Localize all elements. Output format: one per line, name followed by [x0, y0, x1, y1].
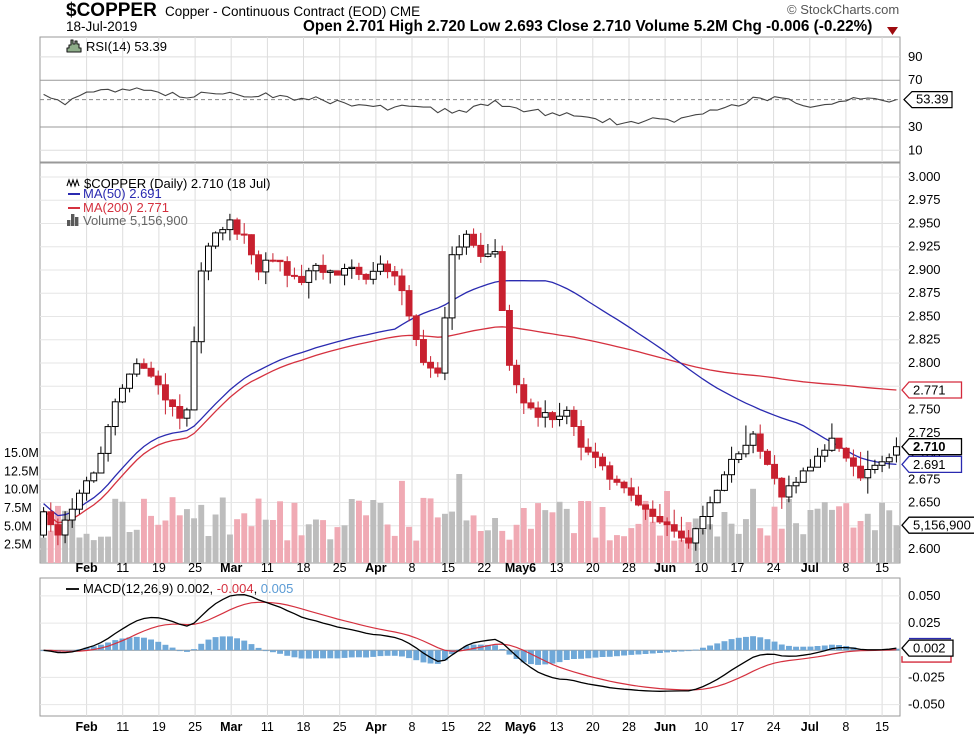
svg-text:11: 11	[116, 720, 129, 734]
svg-text:Jul: Jul	[801, 720, 819, 734]
svg-text:30: 30	[908, 119, 922, 134]
svg-text:28: 28	[622, 561, 636, 575]
svg-text:2.771: 2.771	[913, 383, 946, 398]
svg-text:53.39: 53.39	[916, 92, 949, 107]
svg-text:10: 10	[908, 142, 922, 157]
svg-text:18: 18	[297, 720, 311, 734]
svg-text:25: 25	[333, 720, 347, 734]
svg-text:2.850: 2.850	[908, 309, 941, 324]
svg-text:17: 17	[730, 561, 744, 575]
svg-text:17: 17	[730, 720, 744, 734]
svg-text:MA(50) 2.691: MA(50) 2.691	[83, 186, 162, 201]
svg-text:Apr: Apr	[365, 720, 387, 734]
svg-text:2.675: 2.675	[908, 471, 941, 486]
svg-text:0.002: 0.002	[913, 641, 946, 656]
svg-text:7.5M: 7.5M	[4, 501, 32, 515]
svg-text:Volume 5,156,900: Volume 5,156,900	[83, 213, 188, 228]
svg-text:24: 24	[767, 561, 781, 575]
svg-text:19: 19	[152, 720, 166, 734]
svg-text:0.050: 0.050	[908, 588, 941, 603]
svg-text:24: 24	[767, 720, 781, 734]
svg-text:2.750: 2.750	[908, 402, 941, 417]
svg-text:13: 13	[550, 720, 564, 734]
svg-text:Jul: Jul	[801, 561, 819, 575]
svg-text:Mar: Mar	[220, 561, 242, 575]
svg-text:0.025: 0.025	[908, 615, 941, 630]
svg-text:Copper - Continuous Contract (: Copper - Continuous Contract (EOD) CME	[165, 4, 420, 19]
svg-text:18-Jul-2019: 18-Jul-2019	[66, 19, 137, 34]
svg-text:2.650: 2.650	[908, 495, 941, 510]
svg-text:22: 22	[477, 561, 491, 575]
svg-text:11: 11	[116, 561, 129, 575]
svg-text:2.975: 2.975	[908, 192, 941, 207]
svg-text:18: 18	[297, 561, 311, 575]
svg-text:8: 8	[842, 720, 849, 734]
svg-text:2.725: 2.725	[908, 425, 941, 440]
svg-text:15: 15	[441, 561, 455, 575]
svg-text:Jun: Jun	[654, 561, 676, 575]
svg-text:15: 15	[875, 561, 889, 575]
svg-text:8: 8	[409, 561, 416, 575]
svg-text:-0.025: -0.025	[908, 669, 945, 684]
svg-text:Open 2.701 High 2.720 Low 2.: Open 2.701 High 2.720 Low 2.693 Close 2.…	[303, 18, 872, 35]
svg-text:2.710: 2.710	[913, 439, 946, 454]
svg-text:13: 13	[550, 561, 564, 575]
svg-text:2.800: 2.800	[908, 355, 941, 370]
svg-text:11: 11	[261, 561, 274, 575]
svg-text:May6: May6	[505, 561, 536, 575]
svg-text:15: 15	[875, 720, 889, 734]
svg-text:15: 15	[441, 720, 455, 734]
svg-text:25: 25	[188, 720, 202, 734]
svg-text:© StockCharts.com: © StockCharts.com	[787, 2, 899, 17]
svg-text:25: 25	[188, 561, 202, 575]
svg-text:Jun: Jun	[654, 720, 676, 734]
svg-text:11: 11	[261, 720, 274, 734]
svg-text:12.5M: 12.5M	[4, 464, 39, 478]
svg-text:10.0M: 10.0M	[4, 483, 39, 497]
svg-text:10: 10	[694, 561, 708, 575]
svg-text:28: 28	[622, 720, 636, 734]
svg-text:2.900: 2.900	[908, 262, 941, 277]
svg-text:MACD(12,26,9) 0.002, -0.004, 0: MACD(12,26,9) 0.002, -0.004, 0.005	[83, 581, 293, 596]
svg-text:Apr: Apr	[365, 561, 387, 575]
svg-text:5.0M: 5.0M	[4, 519, 32, 533]
svg-text:3.000: 3.000	[908, 169, 941, 184]
svg-text:8: 8	[842, 561, 849, 575]
svg-text:$COPPER: $COPPER	[66, 0, 157, 21]
svg-text:2.600: 2.600	[908, 541, 941, 556]
svg-text:-0.050: -0.050	[908, 697, 945, 712]
svg-text:20: 20	[586, 720, 600, 734]
svg-text:2.925: 2.925	[908, 239, 941, 254]
svg-text:10: 10	[694, 720, 708, 734]
svg-text:Mar: Mar	[220, 720, 242, 734]
svg-text:70: 70	[908, 72, 922, 87]
svg-text:2.691: 2.691	[913, 457, 946, 472]
svg-text:5,156,900: 5,156,900	[913, 518, 971, 533]
svg-text:20: 20	[586, 561, 600, 575]
svg-text:90: 90	[908, 49, 922, 64]
svg-text:May6: May6	[505, 720, 536, 734]
svg-text:RSI(14) 53.39: RSI(14) 53.39	[86, 39, 167, 54]
svg-text:Feb: Feb	[75, 720, 98, 734]
svg-text:2.875: 2.875	[908, 285, 941, 300]
svg-text:Feb: Feb	[75, 561, 98, 575]
svg-text:2.825: 2.825	[908, 332, 941, 347]
svg-text:25: 25	[333, 561, 347, 575]
svg-text:8: 8	[409, 720, 416, 734]
svg-text:15.0M: 15.0M	[4, 446, 39, 460]
svg-text:22: 22	[477, 720, 491, 734]
svg-text:2.5M: 2.5M	[4, 538, 32, 552]
svg-text:19: 19	[152, 561, 166, 575]
svg-text:2.950: 2.950	[908, 216, 941, 231]
